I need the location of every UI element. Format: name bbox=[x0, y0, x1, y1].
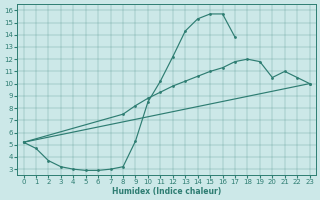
X-axis label: Humidex (Indice chaleur): Humidex (Indice chaleur) bbox=[112, 187, 221, 196]
